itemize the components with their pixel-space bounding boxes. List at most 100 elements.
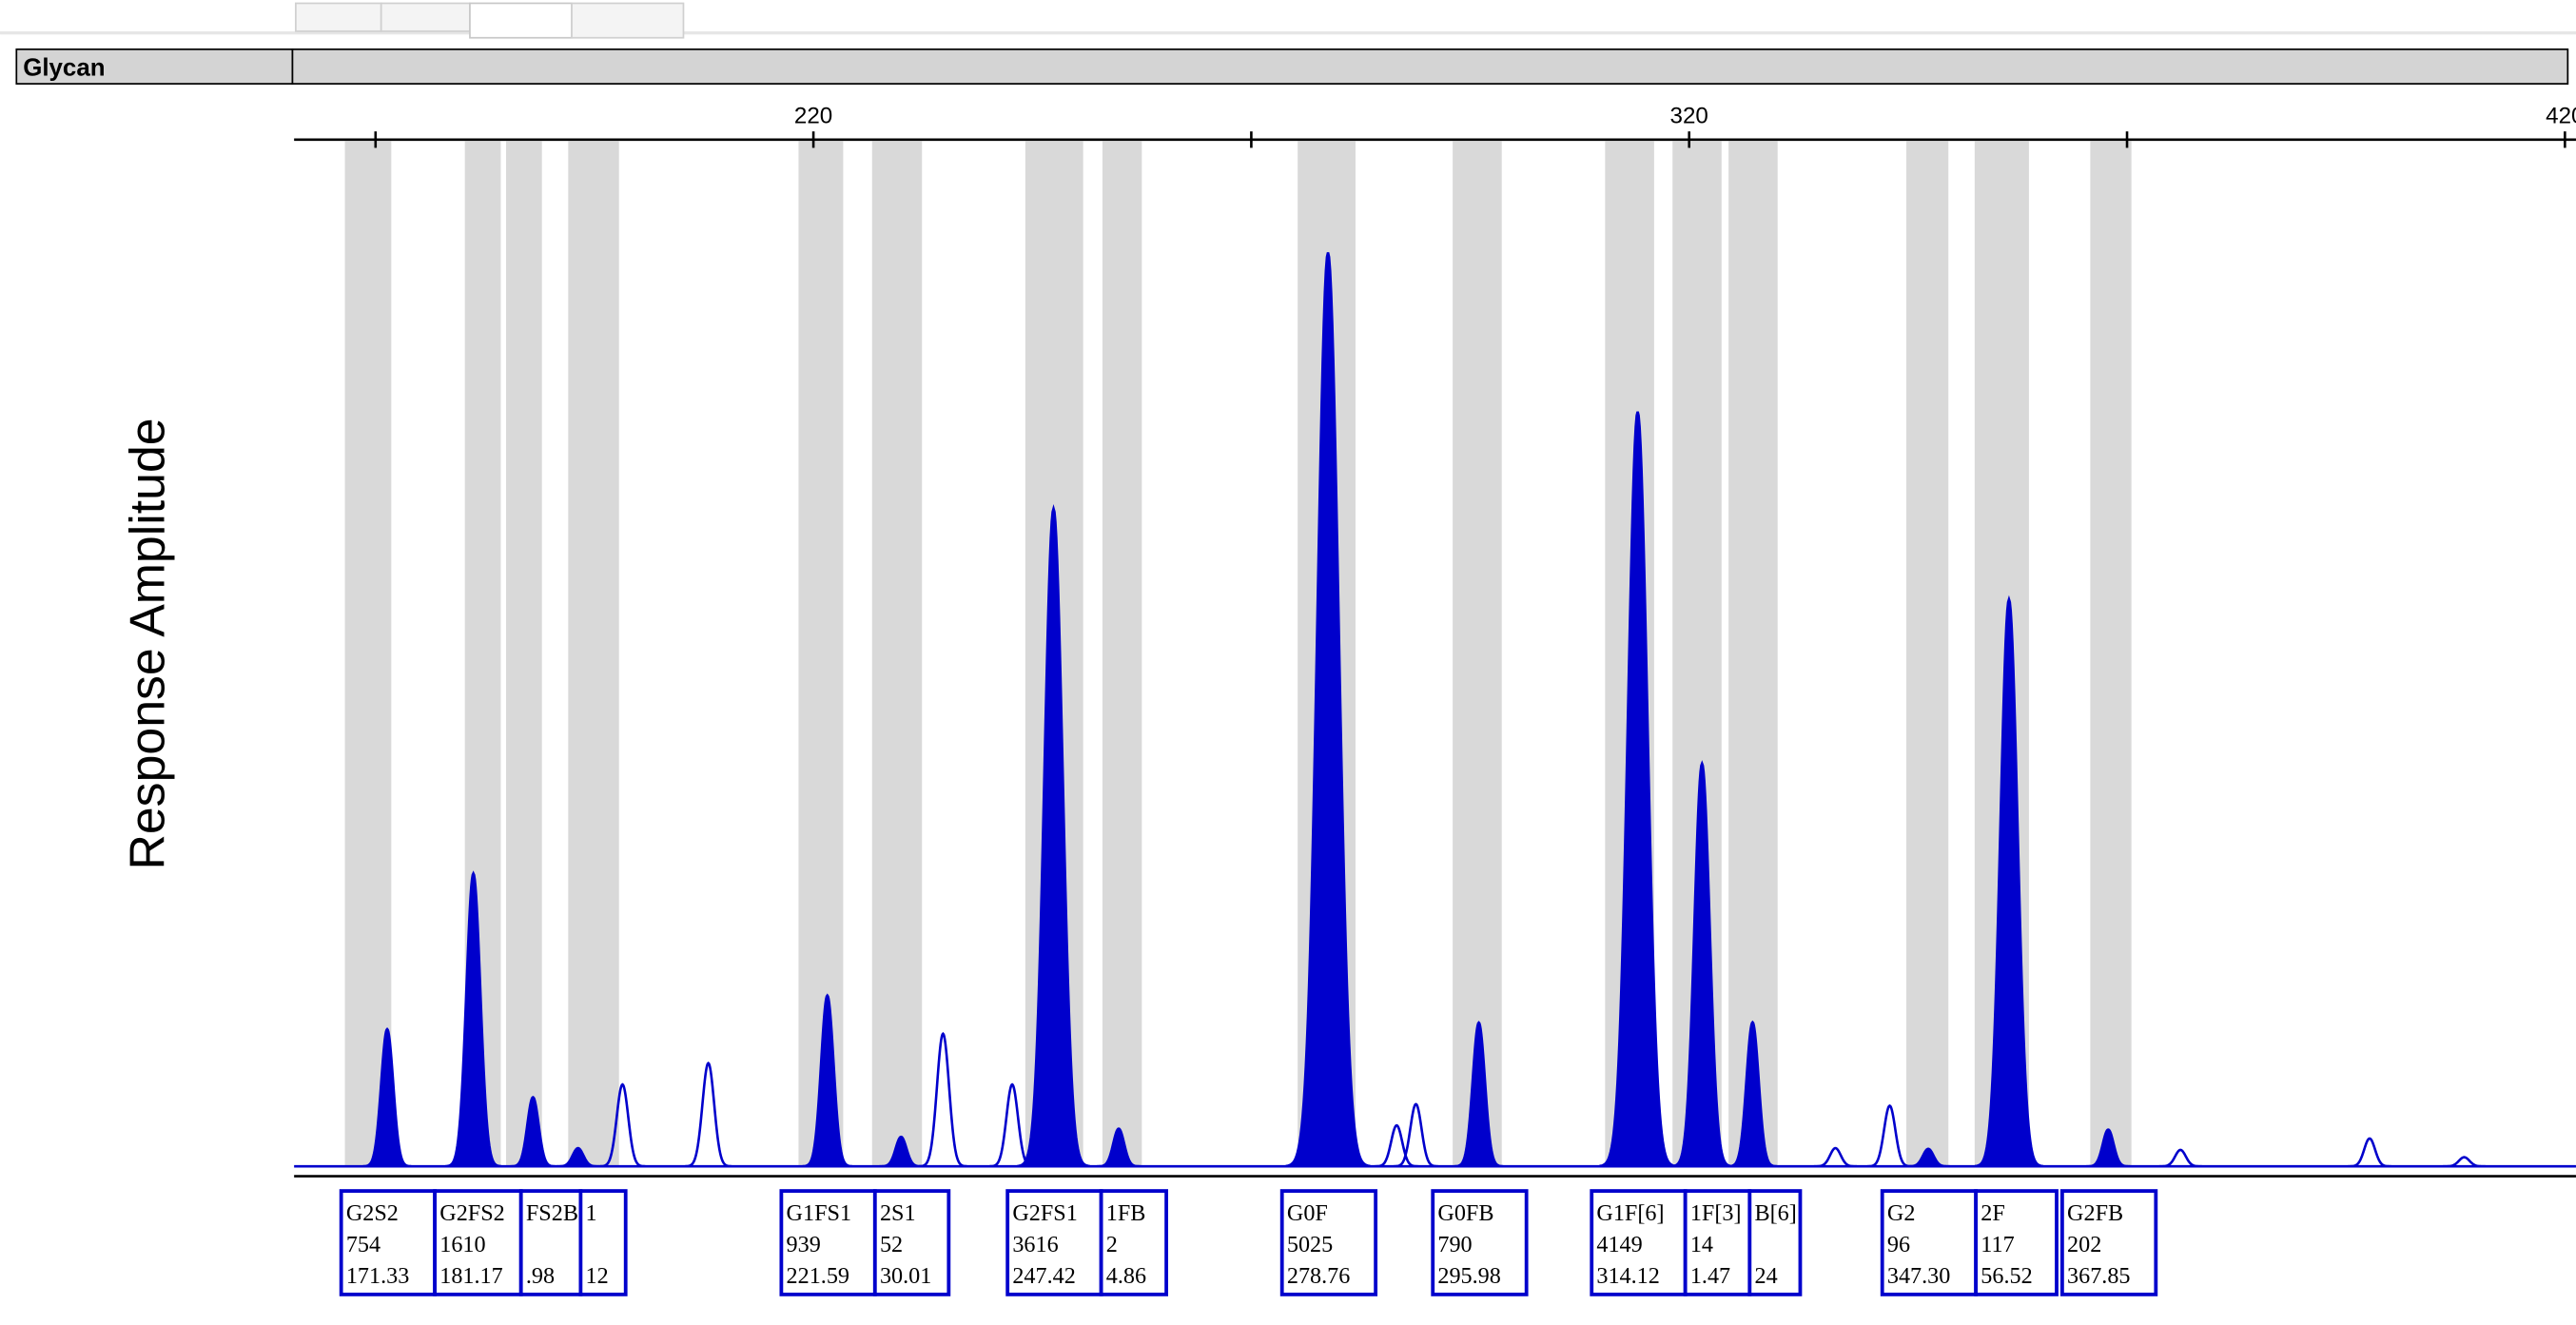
peak-label-size: 247.42 xyxy=(1012,1263,1075,1289)
peak-label-name: G0FB xyxy=(1437,1200,1493,1226)
peak-label-size: 295.98 xyxy=(1437,1263,1500,1289)
peak-label-size: 278.76 xyxy=(1287,1263,1350,1289)
bin xyxy=(1453,141,1502,1167)
peak-label-box xyxy=(1880,1189,1979,1296)
peak-label-size: 56.52 xyxy=(1981,1263,2032,1289)
panel-label-box xyxy=(15,48,294,85)
unlabeled-peak xyxy=(2158,1148,2202,1168)
peak xyxy=(1906,1147,1950,1168)
peak xyxy=(1454,1021,1504,1168)
tab[interactable] xyxy=(469,2,573,39)
peak-label-height: 5025 xyxy=(1287,1232,1333,1257)
peak-label-name: FS2B xyxy=(526,1200,578,1226)
peak-label-name: G2FS1 xyxy=(1012,1200,1077,1226)
peak-label-box xyxy=(872,1189,951,1296)
peak-label-name: G2S2 xyxy=(346,1200,399,1226)
peak-label-size: 181.17 xyxy=(439,1263,502,1289)
peak-label-box xyxy=(433,1189,523,1296)
peak xyxy=(802,993,853,1168)
unlabeled-peak xyxy=(1375,1123,1419,1168)
panel-label: Glycan xyxy=(23,54,105,81)
peak-label: G1FS1 939 221.59 xyxy=(787,1200,851,1289)
peak-label-height: 96 xyxy=(1887,1232,1910,1257)
bin xyxy=(505,141,542,1167)
peak-label-size: .98 xyxy=(526,1263,555,1289)
x-tick-label: 220 xyxy=(794,104,832,129)
tab[interactable] xyxy=(571,2,685,39)
peak-label: G0FB 790 295.98 xyxy=(1437,1200,1500,1289)
peak xyxy=(1671,760,1733,1168)
peak-label-height: 4149 xyxy=(1596,1232,1642,1257)
peak xyxy=(556,1146,600,1168)
peak-label-box xyxy=(1279,1189,1378,1296)
peak-label-name: 1FB xyxy=(1106,1200,1146,1226)
peak-label-size: 30.01 xyxy=(880,1263,931,1289)
peak xyxy=(1598,411,1677,1168)
peak-label-height: 790 xyxy=(1437,1232,1472,1257)
bin xyxy=(798,141,844,1167)
tab[interactable] xyxy=(380,2,471,32)
peak-label-name: 2F xyxy=(1981,1200,2005,1226)
peak-label-size: 24 xyxy=(1755,1263,1778,1289)
peak-label-name: G1F[6] xyxy=(1596,1200,1664,1226)
bin xyxy=(568,141,619,1167)
peak-label: 2F 117 56.52 xyxy=(1981,1200,2032,1289)
peak-label-size: 171.33 xyxy=(346,1263,409,1289)
x-tick-label: 320 xyxy=(1670,104,1708,129)
peak-label-name: 1 xyxy=(586,1200,597,1226)
peak-label-box xyxy=(578,1189,628,1296)
peak-label-size: 367.85 xyxy=(2067,1263,2130,1289)
peak-label-box xyxy=(1974,1189,2059,1296)
peak-label: G2 96 347.30 xyxy=(1887,1200,1950,1289)
y-axis-label: Response Amplitude xyxy=(120,418,175,869)
peak-label-box xyxy=(1099,1189,1169,1296)
peak-label-box xyxy=(518,1189,583,1296)
unlabeled-peak xyxy=(1813,1146,1858,1168)
peak-label-height: 3616 xyxy=(1012,1232,1058,1257)
peak-label-size: 221.59 xyxy=(787,1263,849,1289)
peak-label-height: 117 xyxy=(1981,1232,2014,1257)
tab[interactable] xyxy=(295,2,382,32)
peak-label-size: 1.47 xyxy=(1690,1263,1730,1289)
peak-label: FS2B .98 xyxy=(526,1200,578,1289)
peak-label-name: G2 xyxy=(1887,1200,1916,1226)
peak-label-size: 347.30 xyxy=(1887,1263,1950,1289)
peak-label: G0F 5025 278.76 xyxy=(1287,1200,1350,1289)
peak-label: G2FB 202 367.85 xyxy=(2067,1200,2130,1289)
peak-label: G2S2 754 171.33 xyxy=(346,1200,409,1289)
peak-label: B[6] 24 xyxy=(1755,1200,1797,1289)
bin xyxy=(1102,141,1142,1167)
peak-label: G1F[6] 4149 314.12 xyxy=(1596,1200,1664,1289)
panel-bar xyxy=(291,48,2569,85)
peak-label-box xyxy=(1431,1189,1529,1296)
peak-label-height: 2 xyxy=(1106,1232,1118,1257)
peak-label-name: 1F[3] xyxy=(1690,1200,1742,1226)
unlabeled-peak xyxy=(1393,1102,1439,1168)
unlabeled-peak xyxy=(2443,1156,2486,1168)
unlabeled-peak xyxy=(2348,1137,2391,1168)
peak xyxy=(445,870,501,1168)
peak-label: 1F[3] 14 1.47 xyxy=(1690,1200,1742,1289)
peak-label-name: G0F xyxy=(1287,1200,1328,1226)
peak xyxy=(1727,1020,1778,1168)
peak-label-height: 14 xyxy=(1690,1232,1713,1257)
bin xyxy=(2090,141,2132,1167)
peak xyxy=(1974,594,2043,1168)
bin xyxy=(871,141,923,1167)
peak xyxy=(879,1135,924,1168)
peak xyxy=(510,1096,556,1168)
unlabeled-peak xyxy=(1866,1104,1913,1168)
peak-label: G2FS2 1610 181.17 xyxy=(439,1200,504,1289)
peak-label-size: 314.12 xyxy=(1596,1263,1659,1289)
bin xyxy=(1728,141,1778,1167)
peak-label-name: B[6] xyxy=(1755,1200,1797,1226)
peak-label: 1 12 xyxy=(586,1200,609,1289)
x-tick-label: 420 xyxy=(2546,104,2576,129)
peak-label-box xyxy=(2059,1189,2158,1296)
peak-label: G2FS1 3616 247.42 xyxy=(1012,1200,1077,1289)
peak xyxy=(1285,252,1371,1168)
peak-label-name: G2FS2 xyxy=(439,1200,504,1226)
peak-label: 2S1 52 30.01 xyxy=(880,1200,931,1289)
